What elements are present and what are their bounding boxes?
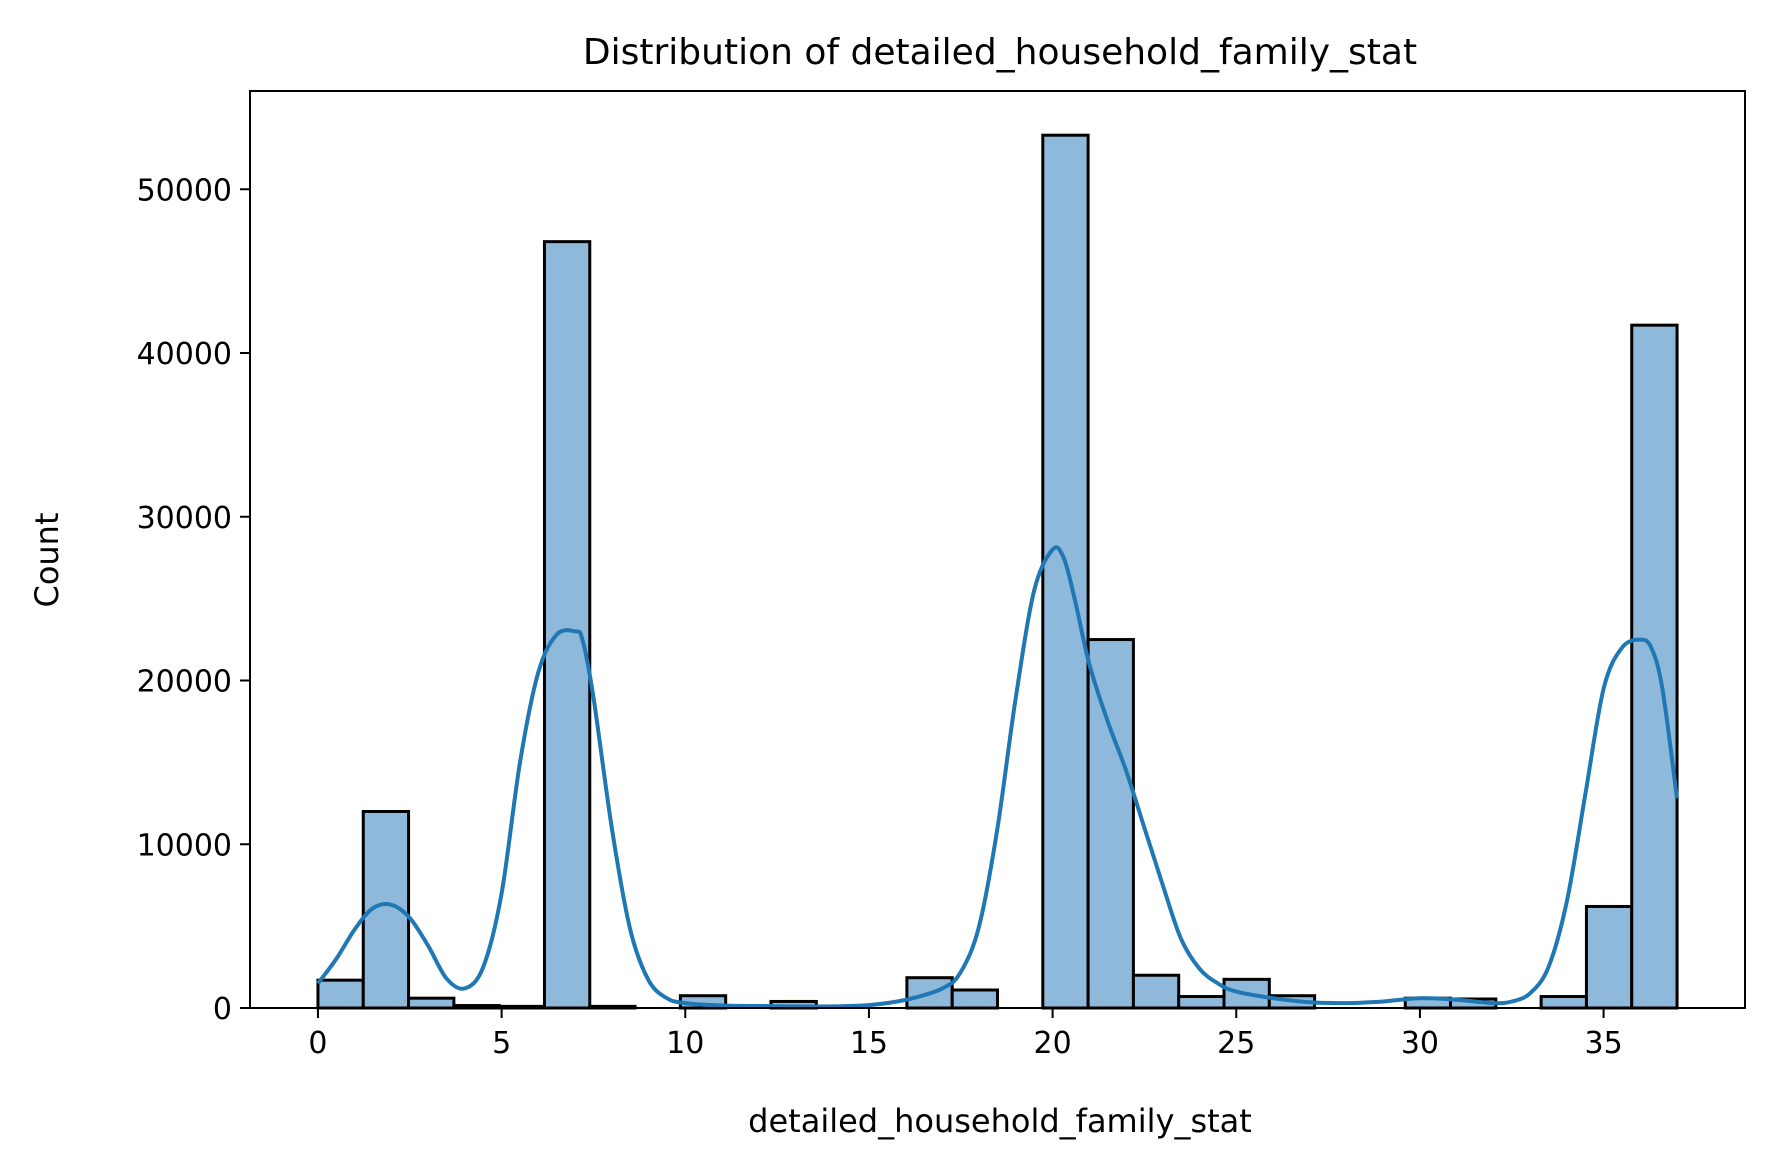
x-axis-label: detailed_household_family_stat	[748, 1102, 1252, 1140]
x-tick-label: 20	[1034, 1026, 1072, 1061]
histogram-bar	[542, 240, 592, 1010]
plot-frame	[249, 90, 1746, 1009]
histogram-bar	[316, 978, 365, 1010]
y-tick-label: 50000	[137, 173, 232, 208]
y-axis-ticks: 0 10000 20000 30000 40000 50000	[137, 173, 250, 1027]
x-tick-label: 15	[850, 1026, 888, 1061]
histogram-bar	[1630, 323, 1679, 1010]
x-tick-label: 10	[666, 1026, 704, 1061]
y-tick-label: 10000	[137, 828, 232, 863]
bars-layer	[316, 133, 1679, 1010]
y-axis-label: Count	[28, 512, 66, 607]
x-tick-label: 25	[1217, 1026, 1255, 1061]
histogram-bar	[950, 988, 999, 1010]
y-tick-label: 20000	[137, 665, 232, 700]
kde-curve	[316, 545, 1679, 1009]
y-tick-label: 0	[213, 992, 232, 1027]
histogram-bar	[407, 996, 456, 1010]
histogram-bar	[1539, 995, 1588, 1010]
x-tick-label: 35	[1584, 1026, 1622, 1061]
y-tick-label: 30000	[137, 501, 232, 536]
histogram-bar	[1177, 995, 1226, 1010]
histogram-bar	[1086, 638, 1135, 1010]
x-tick-label: 0	[308, 1026, 327, 1061]
x-tick-label: 30	[1401, 1026, 1439, 1061]
histogram-bar	[1131, 973, 1181, 1010]
histogram-bar	[1584, 904, 1634, 1010]
y-tick-label: 40000	[137, 337, 232, 372]
x-tick-label: 5	[492, 1026, 511, 1061]
x-axis-ticks: 0 5 10 15 20 25 30 35	[308, 1008, 1623, 1061]
histogram-bar	[1041, 133, 1090, 1010]
chart-title: Distribution of detailed_household_famil…	[583, 32, 1417, 73]
